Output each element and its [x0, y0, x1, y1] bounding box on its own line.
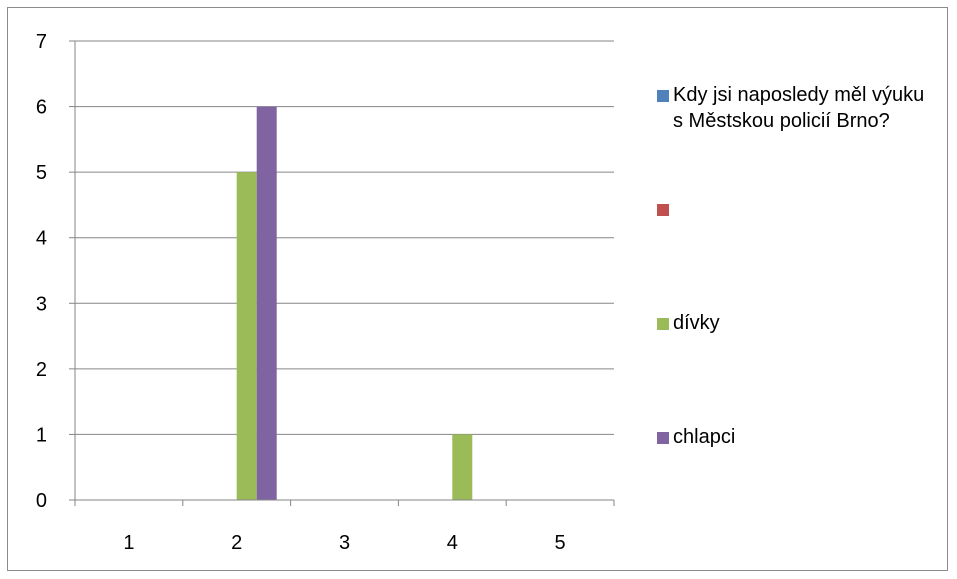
legend-item-series-4: chlapci [657, 424, 933, 450]
y-tick-label-2: 2 [36, 359, 47, 381]
legend-swatch-series-3 [657, 318, 669, 330]
legend-swatch-series-4 [657, 432, 669, 444]
legend-item-series-3: dívky [657, 310, 933, 336]
axes [69, 40, 615, 506]
bar-series-4-cat-2 [256, 106, 277, 501]
y-tick-label-3: 3 [36, 293, 47, 315]
legend-swatch-series-2 [657, 204, 669, 216]
y-tick-label-0: 0 [36, 490, 47, 512]
legend-label-series-1: Kdy jsi naposledy měl výuku s Městskou p… [673, 84, 925, 132]
x-tick-label-4: 4 [447, 532, 458, 554]
y-tick-label-1: 1 [36, 424, 47, 446]
y-tick-labels: 0 1 2 3 4 5 6 7 [36, 31, 47, 512]
bars [236, 106, 473, 501]
gridlines [75, 40, 614, 435]
x-tick-label-3: 3 [339, 532, 350, 554]
y-tick-label-5: 5 [36, 162, 47, 184]
bar-series-3-cat-4 [452, 434, 473, 500]
y-tick-label-7: 7 [36, 31, 47, 53]
y-tick-label-6: 6 [36, 97, 47, 119]
x-tick-label-2: 2 [231, 532, 242, 554]
legend-label-series-3: dívky [673, 312, 720, 334]
chart-frame [7, 7, 948, 571]
legend-item-series-2 [657, 196, 933, 216]
legend-label-series-4: chlapci [673, 426, 736, 448]
legend-swatch-series-1 [657, 90, 669, 102]
bar-series-3-cat-2 [236, 172, 257, 500]
x-tick-label-1: 1 [123, 532, 134, 554]
y-tick-label-4: 4 [36, 228, 47, 250]
x-tick-labels: 1 2 3 4 5 [123, 532, 565, 554]
x-tick-label-5: 5 [555, 532, 566, 554]
legend-item-series-1: Kdy jsi naposledy měl výuku s Městskou p… [657, 82, 933, 134]
